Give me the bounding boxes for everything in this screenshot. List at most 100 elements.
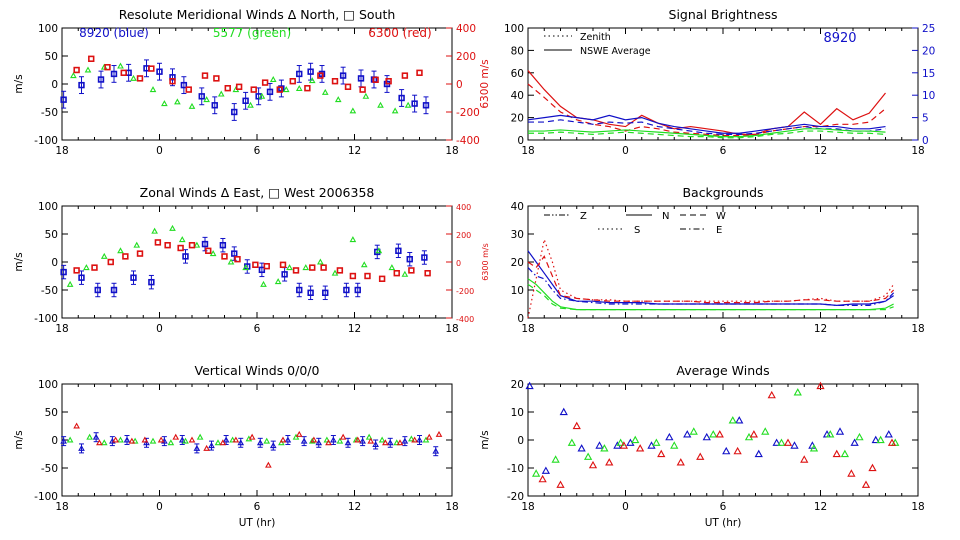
data-point	[169, 78, 176, 85]
y2-tick-label: 5	[922, 113, 929, 125]
data-point	[396, 439, 404, 446]
data-point	[178, 236, 186, 243]
series-line	[527, 70, 886, 135]
data-point	[141, 436, 149, 443]
data-point	[73, 267, 80, 274]
legend-label: 5577 (green)	[213, 26, 291, 40]
data-point	[276, 86, 283, 93]
data-point	[317, 258, 324, 265]
data-point	[136, 75, 144, 82]
y2-tick-label: -200	[456, 287, 474, 296]
y-tick-label: -100	[34, 491, 58, 503]
data-point	[136, 250, 144, 257]
data-point	[425, 433, 433, 440]
data-point	[855, 432, 864, 441]
y2-tick-label: 15	[922, 68, 935, 80]
legend-label: 6300 (red)	[368, 26, 431, 40]
data-point	[263, 262, 270, 270]
y2-tick-label: 400	[456, 23, 476, 35]
data-point	[432, 447, 440, 454]
data-point	[133, 241, 141, 248]
data-point	[336, 267, 344, 274]
data-point	[657, 449, 666, 458]
data-point	[372, 440, 379, 447]
data-point	[357, 75, 365, 82]
data-point	[887, 438, 897, 446]
data-point	[161, 100, 168, 107]
data-point	[131, 437, 139, 444]
data-point	[310, 436, 318, 443]
y2-tick-label: -400	[456, 135, 480, 147]
x-tick-label: 6	[720, 323, 727, 335]
vertical-winds-chart: Vertical Winds 0/0/018 0 6 12 18-100-5005010…	[13, 363, 459, 529]
legend-label: Zenith	[580, 32, 611, 43]
y-tick-label: 100	[38, 201, 58, 213]
data-point	[635, 444, 645, 452]
data-point	[393, 269, 400, 277]
data-point	[242, 97, 249, 105]
data-point	[110, 286, 118, 294]
data-point	[421, 254, 428, 261]
data-point	[422, 102, 430, 109]
data-point	[559, 407, 568, 416]
data-point	[234, 255, 241, 263]
data-point	[372, 76, 379, 84]
legend-label: 8920 (blue)	[79, 26, 149, 40]
data-point	[300, 437, 308, 444]
data-point	[96, 439, 103, 446]
chart-title: Average Winds	[676, 363, 769, 378]
x-tick-label: 18	[911, 501, 924, 513]
data-point	[709, 430, 718, 438]
data-point	[816, 381, 825, 390]
data-point	[336, 437, 344, 444]
data-point	[221, 253, 228, 260]
data-point	[567, 438, 577, 446]
y-tick-label: 50	[45, 407, 58, 419]
data-point	[282, 86, 290, 93]
data-point	[871, 435, 880, 444]
data-point	[222, 436, 230, 443]
data-point	[349, 236, 357, 243]
x-tick-label: 6	[254, 145, 261, 157]
data-point	[344, 83, 352, 91]
data-point	[198, 93, 205, 100]
data-point	[84, 66, 92, 73]
data-point	[393, 439, 401, 446]
plot-frame	[61, 27, 453, 141]
data-point	[404, 101, 412, 108]
data-point	[157, 436, 165, 443]
data-point	[286, 264, 293, 271]
data-point	[809, 444, 819, 452]
data-point	[83, 264, 90, 271]
data-point	[572, 421, 581, 430]
y2-tick-label: 0	[456, 79, 463, 91]
data-point	[689, 427, 698, 435]
data-point	[169, 74, 176, 81]
data-point	[258, 266, 266, 274]
data-point	[188, 436, 196, 443]
data-point	[793, 388, 802, 396]
data-point	[619, 441, 629, 449]
data-point	[151, 227, 158, 234]
data-point	[733, 446, 742, 455]
data-point	[386, 439, 394, 446]
y2-tick-label: 200	[456, 231, 471, 240]
x-tick-label: 0	[156, 145, 163, 157]
data-point	[258, 92, 266, 99]
data-point	[339, 72, 347, 79]
data-point	[367, 437, 375, 444]
data-point	[365, 433, 373, 440]
data-point	[605, 458, 614, 466]
data-point	[595, 441, 604, 449]
data-point	[435, 430, 443, 437]
data-point	[525, 381, 534, 390]
data-point	[284, 436, 292, 443]
data-point	[188, 242, 196, 249]
data-point	[344, 439, 352, 446]
data-point	[100, 252, 108, 259]
data-point	[735, 416, 744, 424]
data-point	[274, 278, 282, 285]
series-line	[527, 114, 886, 134]
y-tick-label: -100	[34, 135, 58, 147]
data-point	[60, 437, 67, 444]
